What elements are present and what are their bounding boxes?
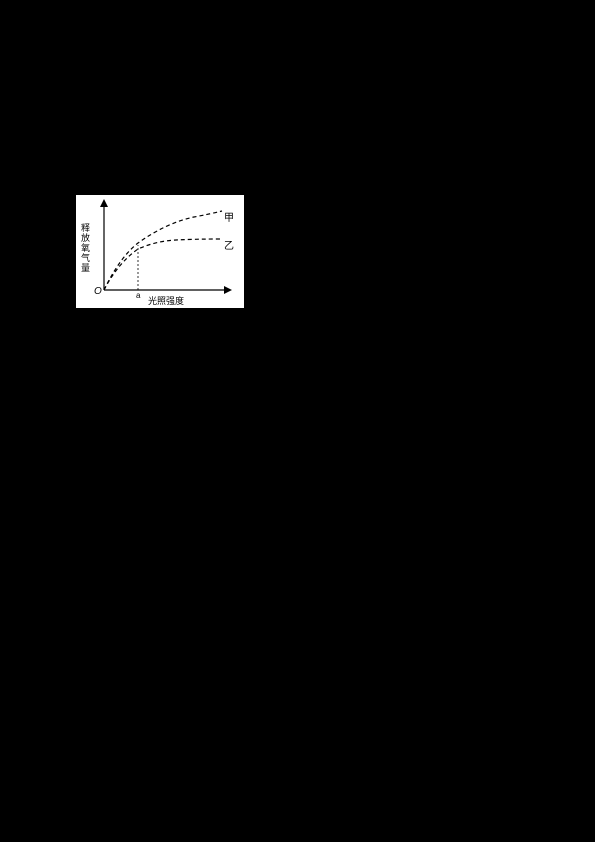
photosynthesis-chart: 释放氧气量 光照强度 O a 甲 乙 [76,195,244,308]
y-axis-label: 释放氧气量 [80,223,89,273]
x-axis-label: 光照强度 [148,294,184,307]
tick-a-label: a [136,291,140,300]
origin-label: O [94,286,102,297]
curve-label-jia: 甲 [224,209,234,224]
curve-label-yi: 乙 [224,237,234,252]
